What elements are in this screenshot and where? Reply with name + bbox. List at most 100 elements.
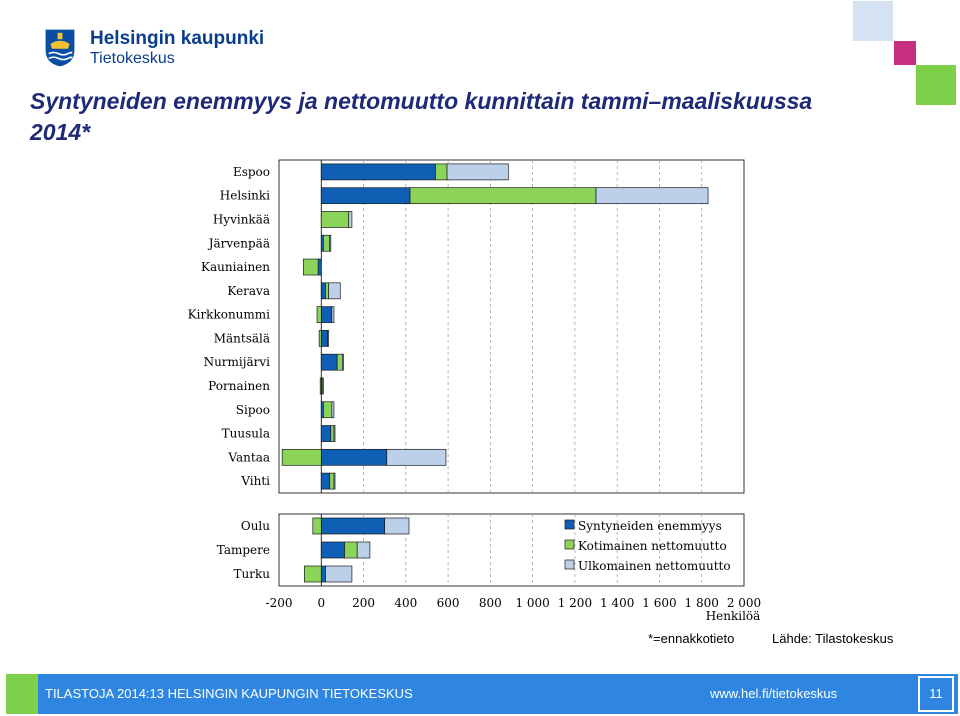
x-tick-label: 400 <box>394 596 417 610</box>
category-label: Helsinki <box>220 189 270 203</box>
bar-segment <box>320 472 331 490</box>
category-label: Hyvinkää <box>213 212 270 226</box>
bar-segment <box>325 565 353 583</box>
category-label: Espoo <box>233 165 270 179</box>
bar-segment <box>329 472 335 490</box>
logo-title: Helsingin kaupunki <box>90 28 265 49</box>
bar-segment <box>435 163 448 181</box>
x-tick-label: 0 <box>317 596 325 610</box>
bar-segment <box>323 234 331 252</box>
category-label: Oulu <box>241 519 270 533</box>
bar-segment <box>356 541 371 559</box>
x-tick-label: 1 600 <box>642 596 676 610</box>
page-title: Syntyneiden enemmyys ja nettomuutto kunn… <box>30 88 813 145</box>
x-tick-label: 1 200 <box>558 596 592 610</box>
category-label: Tuusula <box>222 427 270 441</box>
bar-segment <box>320 163 436 181</box>
footer-green-block <box>6 674 38 714</box>
x-tick-label: 200 <box>352 596 375 610</box>
bar-segment <box>320 282 326 300</box>
category-label: Tampere <box>217 543 270 557</box>
category-label: Mäntsälä <box>214 331 270 345</box>
bar-segment <box>319 377 322 395</box>
x-tick-label: -200 <box>266 596 293 610</box>
x-tick-label: 1 800 <box>685 596 719 610</box>
bar-segment <box>330 425 335 442</box>
decor-square-green <box>916 65 956 105</box>
x-tick-label: 600 <box>437 596 460 610</box>
bar-segment <box>318 330 322 347</box>
bar-segment <box>331 401 335 419</box>
bar-segment <box>409 187 597 205</box>
category-label: Vihti <box>240 474 270 488</box>
source-note: Lähde: Tilastokeskus <box>772 631 894 646</box>
x-tick-label: 1 400 <box>600 596 634 610</box>
category-label: Sipoo <box>236 403 270 417</box>
bar-segment <box>386 448 447 466</box>
decor-square-pink <box>894 41 916 65</box>
legend-swatch <box>564 539 575 550</box>
bar-segment <box>331 306 335 323</box>
bar-segment <box>384 517 410 535</box>
bar-segment <box>446 163 509 181</box>
bar-segment <box>595 187 709 205</box>
decor-square-lightblue <box>853 1 893 41</box>
estimate-footnote: *=ennakkotieto <box>648 631 735 646</box>
bar-segment <box>320 330 328 347</box>
bar-segment <box>320 517 386 535</box>
bar-segment <box>323 401 333 419</box>
legend-label: Syntyneiden enemmyys <box>578 519 722 533</box>
category-label: Turku <box>234 567 271 581</box>
category-label: Pornainen <box>208 379 270 393</box>
helsinki-crest-logo <box>45 29 75 67</box>
bar-segment <box>320 306 333 323</box>
legend: Syntyneiden enemmyys Kotimainen nettomuut… <box>564 519 731 573</box>
bar-segment <box>320 353 338 371</box>
x-tick-labels: -200 0 200 400 600 800 1 000 1 200 1 400 1 600 1 8… <box>266 596 762 610</box>
bar-segment <box>320 187 411 205</box>
bar-segment <box>304 565 322 583</box>
bar-segment <box>333 472 336 490</box>
category-labels: Espoo Helsinki Hyvinkää Järvenpää Kauniainen… <box>188 165 271 581</box>
x-tick-label: 2 000 <box>727 596 761 610</box>
bar-segment <box>321 377 324 395</box>
category-label: Kirkkonummi <box>188 308 271 322</box>
bar-segment <box>320 448 388 466</box>
bar-segment <box>320 211 350 228</box>
bar-segment <box>320 541 345 559</box>
bar-segment <box>281 448 322 466</box>
bar-segment <box>316 306 322 323</box>
legend-label: Ulkomainen nettomuutto <box>578 559 731 573</box>
bar-segment <box>328 282 341 300</box>
category-label: Järvenpää <box>207 236 270 250</box>
bar-segment <box>327 330 330 347</box>
category-label: Kauniainen <box>201 260 270 274</box>
footer-bar <box>38 674 958 714</box>
footer-publication: TILASTOJA 2014:13 HELSINGIN KAUPUNGIN TI… <box>45 686 413 701</box>
category-label: Nurmijärvi <box>204 355 271 369</box>
x-axis-label: Henkilöä <box>706 609 761 623</box>
x-tick-label: 1 000 <box>515 596 549 610</box>
bar-segment <box>302 258 319 276</box>
bar-segment <box>344 541 358 559</box>
bar-segment <box>320 565 326 583</box>
footer-url-link[interactable]: www.hel.fi/tietokeskus <box>710 686 838 701</box>
x-tick-label: 800 <box>479 596 502 610</box>
bar-segment <box>348 211 353 228</box>
bars <box>281 163 709 583</box>
plot-panel-upper <box>278 159 745 494</box>
legend-swatch <box>564 559 575 570</box>
bar-segment <box>325 282 330 300</box>
logo-subtitle: Tietokeskus <box>90 50 175 67</box>
bar-segment <box>333 425 336 442</box>
plot-panel-lower <box>278 513 745 587</box>
bar-segment <box>317 258 322 276</box>
category-label: Kerava <box>227 284 270 298</box>
page-number: 11 <box>920 678 952 710</box>
grid-lines <box>278 159 745 587</box>
bar-segment <box>320 425 332 442</box>
bar-segment <box>336 353 343 371</box>
bar-segment <box>342 353 344 371</box>
legend-swatch <box>564 519 575 530</box>
category-label: Vantaa <box>227 450 270 464</box>
